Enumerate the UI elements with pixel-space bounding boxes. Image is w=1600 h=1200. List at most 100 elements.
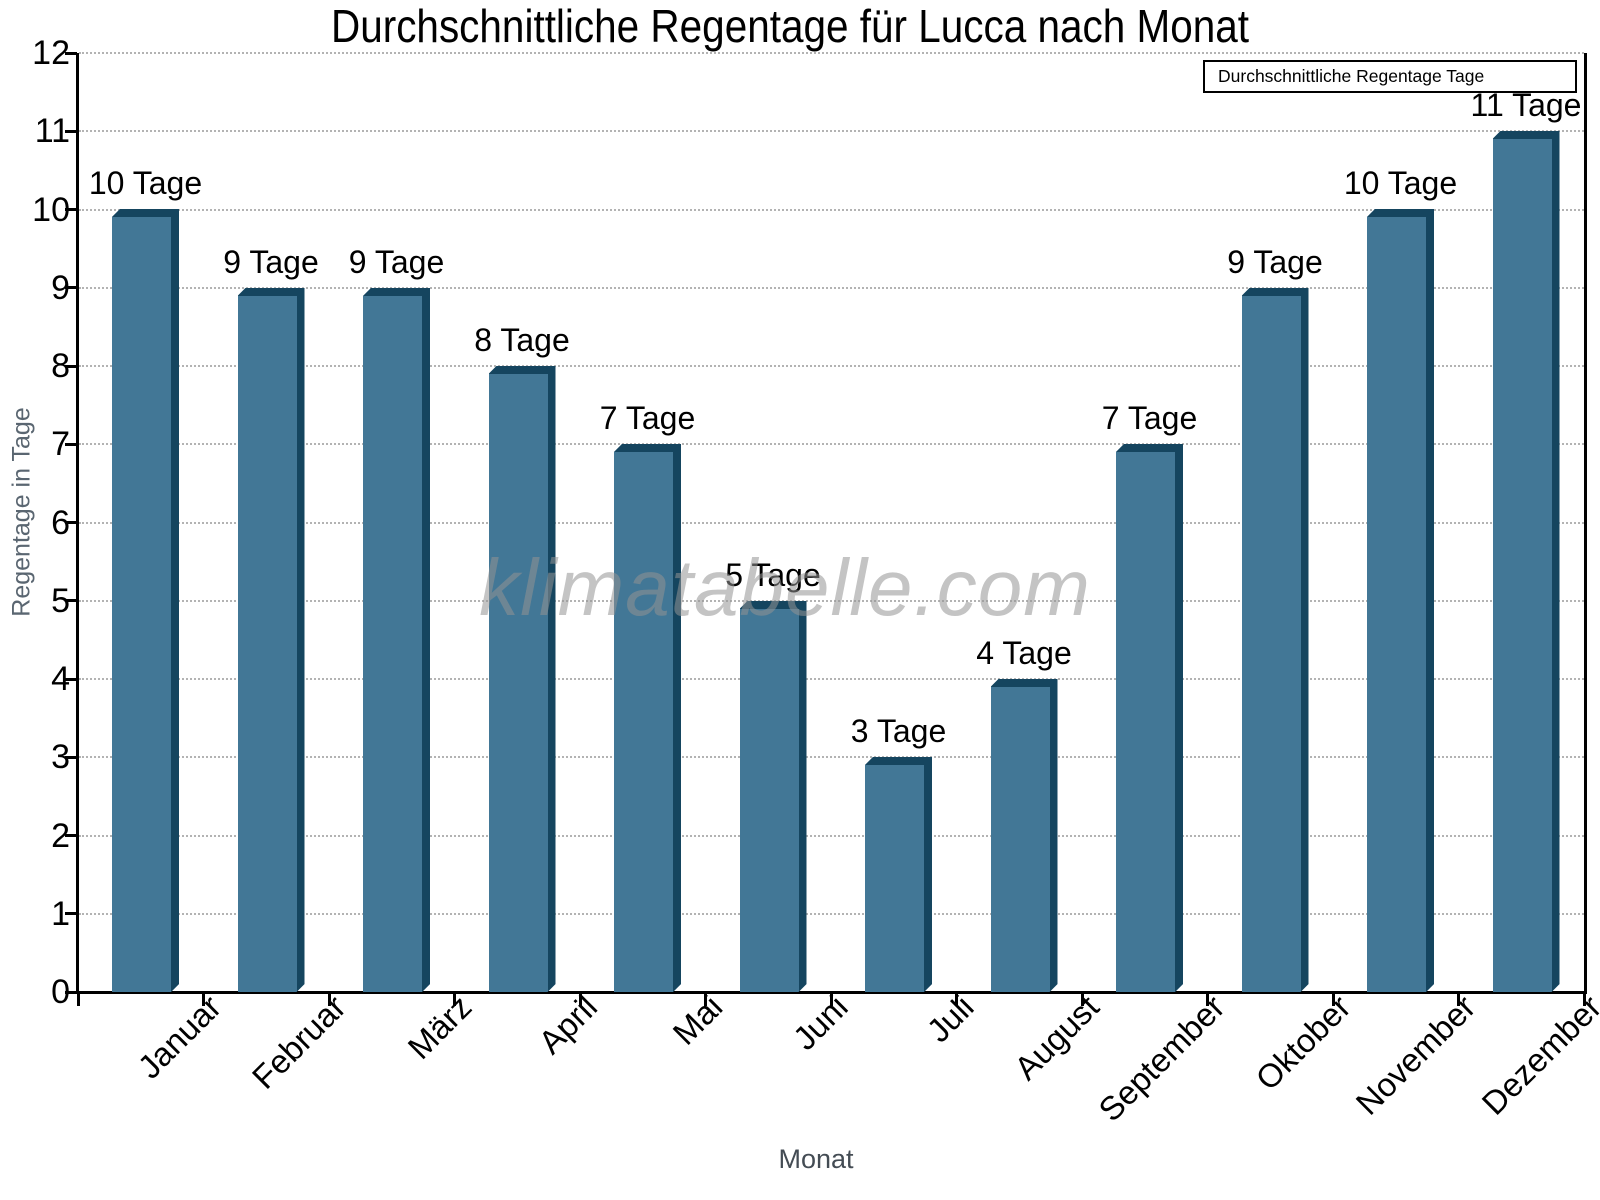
bar-value-label-oktober: 9 Tage xyxy=(1227,244,1323,280)
y-tick-mark xyxy=(65,912,77,916)
x-tick-label-oktober: Oktober xyxy=(1247,988,1358,1098)
bar-top-bevel xyxy=(991,679,1058,687)
y-tick-mark xyxy=(65,442,77,446)
x-tick-mark xyxy=(1582,994,1586,1006)
bar-side-bevel xyxy=(1175,444,1183,992)
y-tick-label: 3 xyxy=(51,738,70,777)
y-gridline xyxy=(79,365,1584,367)
bar-top-bevel xyxy=(238,288,305,296)
bar-februar xyxy=(238,288,305,992)
y-tick-mark xyxy=(65,990,77,994)
bar-side-bevel xyxy=(1426,209,1434,992)
bar-mai xyxy=(614,444,681,992)
bar-side-bevel xyxy=(673,444,681,992)
bar-top-bevel xyxy=(865,757,932,765)
x-tick-label-november: November xyxy=(1348,988,1483,1122)
bar-value-label-juni: 5 Tage xyxy=(725,557,821,593)
x-tick-label-marz: März xyxy=(400,988,479,1067)
bar-top-bevel xyxy=(740,601,807,609)
bar-juli xyxy=(865,757,932,992)
y-gridline xyxy=(79,756,1584,759)
y-gridline xyxy=(79,52,1584,54)
bar-marz xyxy=(363,288,430,992)
chart-title: Durchschnittliche Regentage für Lucca na… xyxy=(330,0,1250,52)
y-tick-label: 1 xyxy=(51,894,70,933)
x-axis-label: Monat xyxy=(778,1144,854,1174)
y-tick-mark xyxy=(65,521,77,524)
x-tick-mark xyxy=(1206,994,1209,1006)
x-tick-mark xyxy=(1331,994,1335,1006)
bar-side-bevel xyxy=(1301,288,1309,992)
y-tick-mark xyxy=(65,208,77,211)
x-tick-mark xyxy=(955,994,958,1006)
y-gridline xyxy=(79,912,1584,915)
y-gridline xyxy=(79,599,1584,602)
x-tick-mark xyxy=(327,994,331,1006)
y-tick-label: 7 xyxy=(51,425,70,464)
x-tick-label-januar: Januar xyxy=(130,988,228,1086)
bar-juni xyxy=(740,601,807,992)
x-tick-mark xyxy=(1457,994,1460,1006)
y-gridline xyxy=(79,834,1584,837)
bar-value-label-april: 8 Tage xyxy=(474,322,570,358)
bar-januar xyxy=(112,209,179,992)
bar-november xyxy=(1367,209,1434,992)
x-tick-mark xyxy=(453,994,456,1006)
bar-side-bevel xyxy=(1050,679,1058,992)
y-tick-label: 0 xyxy=(51,973,70,1011)
bar-value-label-dezember: 11 Tage xyxy=(1470,87,1582,123)
y-tick-label: 2 xyxy=(51,816,70,855)
y-gridline xyxy=(79,678,1584,680)
bar-oktober xyxy=(1242,288,1309,992)
bar-value-label-mai: 7 Tage xyxy=(599,400,696,436)
y-tick-label: 10 xyxy=(32,190,70,229)
bar-value-label-september: 7 Tage xyxy=(1101,400,1198,436)
bar-value-label-februar: 9 Tage xyxy=(223,244,319,280)
bar-value-label-juli: 3 Tage xyxy=(850,713,947,749)
y-tick-label: 5 xyxy=(51,581,70,620)
x-tick-mark xyxy=(578,994,582,1006)
x-tick-label-mai: Mai xyxy=(665,988,730,1052)
x-tick-label-august: August xyxy=(1007,988,1107,1087)
bar-september xyxy=(1116,444,1183,992)
y-gridline xyxy=(79,286,1584,289)
y-tick-label: 6 xyxy=(51,503,70,542)
bar-side-bevel xyxy=(799,601,807,992)
x-tick-mark xyxy=(202,994,205,1006)
x-tick-label-september: September xyxy=(1091,988,1232,1129)
bar-top-bevel xyxy=(1493,131,1560,139)
y-gridline xyxy=(79,130,1584,133)
bar-top-bevel xyxy=(489,366,556,374)
x-axis-line xyxy=(76,991,1587,994)
legend: Durchschnittliche Regentage Tage xyxy=(1203,60,1577,93)
y-tick-mark xyxy=(65,51,77,55)
x-tick-label-april: April xyxy=(531,988,605,1061)
y-tick-label: 11 xyxy=(34,112,70,151)
bar-value-label-marz: 9 Tage xyxy=(348,244,445,280)
bar-side-bevel xyxy=(1552,131,1560,992)
x-tick-label-juli: Juli xyxy=(919,988,981,1050)
y-gridline xyxy=(79,443,1584,446)
bar-top-bevel xyxy=(1367,209,1434,217)
bar-value-label-november: 10 Tage xyxy=(1343,165,1458,201)
plot-right-border xyxy=(1584,53,1587,994)
bar-top-bevel xyxy=(1242,288,1309,296)
y-axis-line xyxy=(76,53,79,994)
y-tick-mark xyxy=(65,364,77,368)
bar-top-bevel xyxy=(1116,444,1183,452)
bar-side-bevel xyxy=(171,209,179,992)
y-tick-mark xyxy=(65,677,77,681)
legend-swatch-icon xyxy=(1532,68,1549,85)
bar-value-label-januar: 10 Tage xyxy=(88,165,203,201)
x-tick-mark xyxy=(829,994,833,1006)
legend-label: Durchschnittliche Regentage Tage xyxy=(1218,66,1485,86)
bar-side-bevel xyxy=(297,288,305,992)
y-tick-label: 9 xyxy=(51,268,70,307)
x-tick-mark xyxy=(704,994,707,1006)
y-tick-label: 8 xyxy=(51,347,70,385)
bar-top-bevel xyxy=(363,288,430,296)
y-gridline xyxy=(79,521,1584,524)
x-tick-mark xyxy=(1080,994,1084,1006)
bar-side-bevel xyxy=(924,757,932,992)
